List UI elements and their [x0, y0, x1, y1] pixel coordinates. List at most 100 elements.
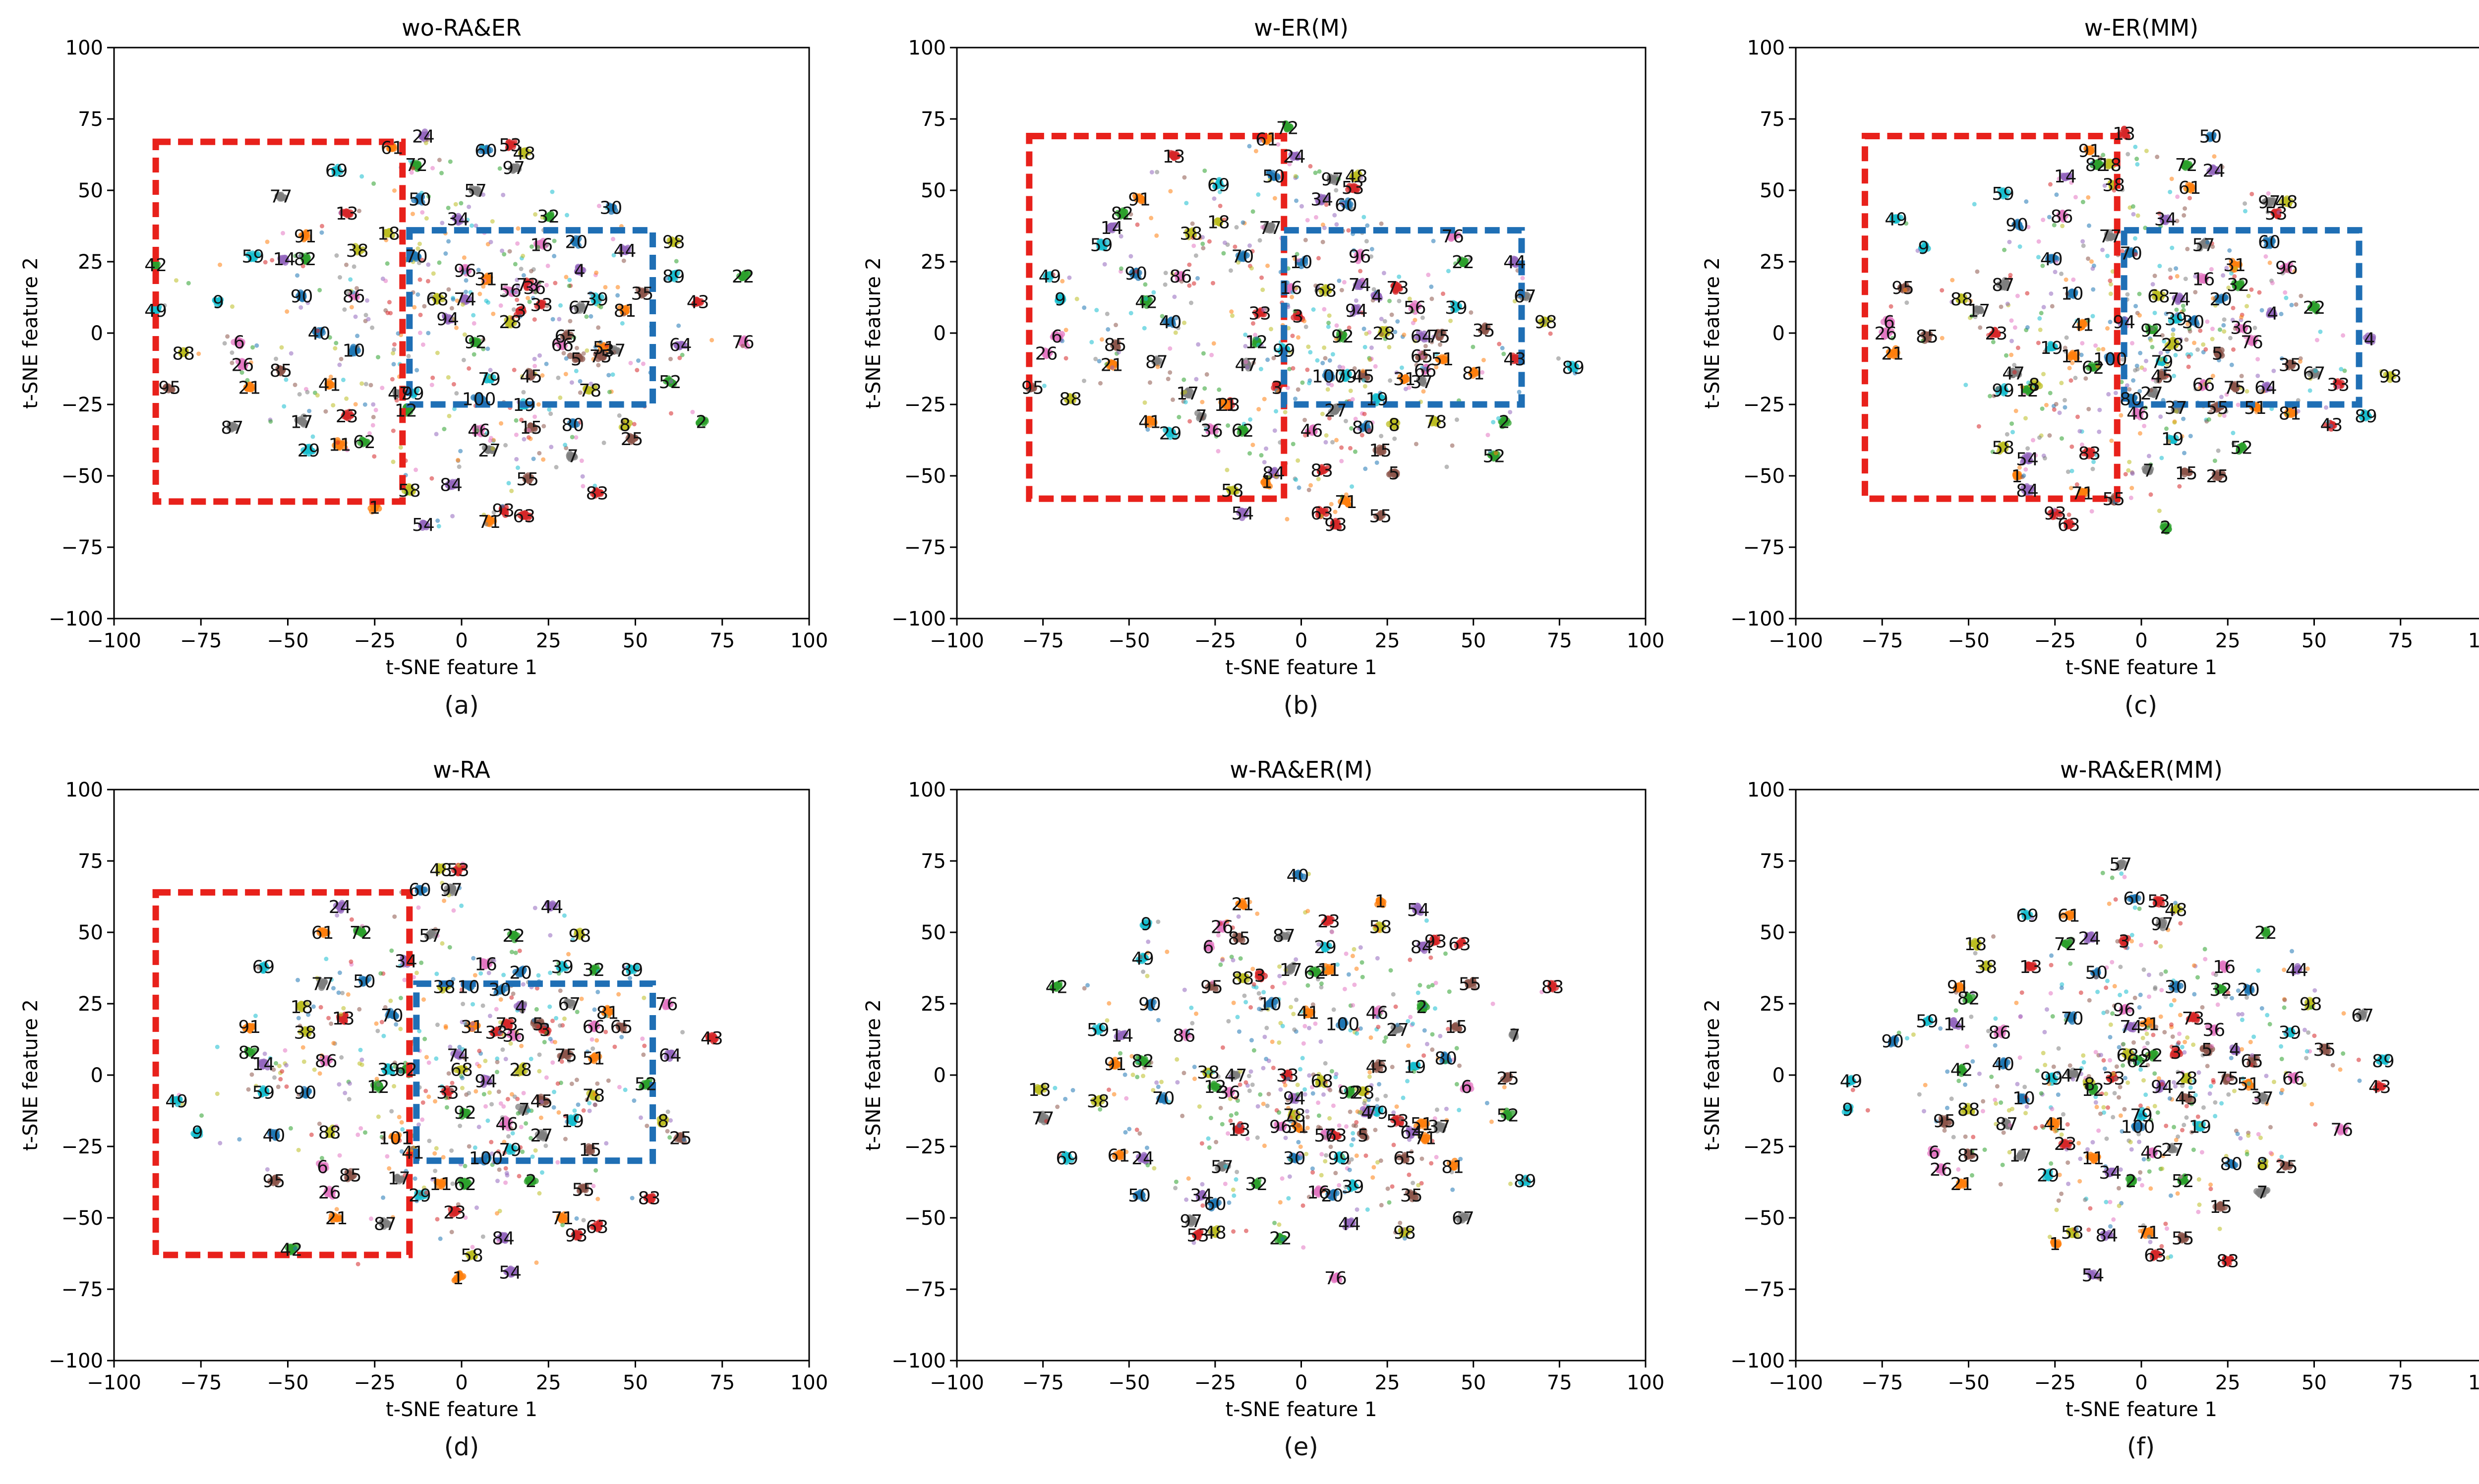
scatter-point	[1149, 170, 1154, 174]
scatter-point	[460, 302, 465, 307]
scatter-point	[1221, 251, 1226, 256]
scatter-point	[385, 230, 392, 237]
cluster-label: 16	[530, 235, 553, 255]
scatter-point	[1170, 151, 1177, 158]
scatter-point	[621, 312, 626, 317]
scatter-point	[546, 212, 553, 219]
scatter-point	[565, 213, 570, 218]
scatter-point	[676, 323, 681, 328]
scatter-point	[506, 481, 511, 486]
scatter-point	[1454, 304, 1461, 311]
scatter-point	[507, 249, 512, 254]
scatter-point	[525, 475, 531, 482]
cluster-label: 32	[537, 207, 560, 227]
cluster-label: 8	[619, 415, 631, 435]
scatter-point	[533, 289, 538, 294]
scatter-points	[1879, 125, 2397, 535]
scatter-point	[481, 425, 486, 430]
scatter-point	[1285, 516, 1290, 521]
scatter-point	[1262, 397, 1267, 401]
scatter-point	[1395, 319, 1400, 324]
scatter-point	[515, 241, 520, 246]
scatter-point	[341, 377, 346, 382]
scatter-point	[1059, 331, 1065, 338]
scatter-point	[355, 344, 360, 349]
cluster-label: 54	[412, 515, 435, 535]
scatter-point	[300, 256, 307, 263]
scatter-point	[623, 247, 630, 254]
scatter-point	[510, 163, 517, 170]
cluster-label: 9	[1055, 289, 1066, 310]
cluster-label: 2	[696, 412, 707, 433]
cluster-label: 89	[1562, 358, 1585, 378]
cluster-label: 21	[238, 378, 261, 398]
x-tick-label: 0	[455, 629, 468, 652]
scatter-point	[515, 308, 522, 315]
scatter-point	[359, 439, 366, 446]
scatter-point	[1264, 446, 1269, 451]
scatter-point	[1163, 271, 1168, 276]
cluster-label: 75	[589, 346, 612, 367]
scatter-point	[1350, 484, 1355, 489]
scatter-point	[481, 284, 486, 289]
scatter-point	[277, 255, 284, 262]
scatter-point	[603, 285, 608, 289]
scatter-point	[511, 138, 518, 145]
scatter-point	[443, 251, 448, 256]
scatter-point	[557, 317, 562, 322]
scatter-point	[1256, 192, 1261, 197]
scatter-point	[1266, 222, 1273, 229]
scatter-point	[1512, 261, 1519, 268]
scatter-point	[1294, 198, 1299, 203]
scatter-point	[1357, 282, 1363, 288]
scatter-point	[392, 188, 397, 193]
scatter-point	[1450, 300, 1457, 307]
scatter-point	[429, 476, 434, 481]
scatter-point	[440, 221, 445, 226]
cluster-label: 65	[554, 327, 577, 347]
scatter-point	[370, 325, 375, 330]
scatter-point	[417, 331, 422, 336]
scatter-point	[596, 325, 601, 330]
scatter-point	[1379, 221, 1384, 226]
scatter-point	[254, 343, 259, 348]
scatter-point	[680, 352, 685, 357]
scatter-point	[561, 351, 566, 356]
scatter-point	[426, 194, 431, 199]
scatter-point	[1296, 335, 1300, 340]
scatter-point	[452, 317, 457, 322]
scatter-point	[415, 246, 420, 251]
scatter-point	[1414, 442, 1418, 447]
scatter-point	[512, 367, 517, 372]
scatter-point	[253, 252, 260, 259]
y-tick-label: 25	[78, 251, 103, 274]
scatter-point	[431, 271, 436, 276]
cluster-label: 96	[454, 261, 476, 281]
scatter-point	[514, 290, 519, 295]
scatter-point	[390, 377, 395, 382]
scatter-point	[306, 444, 313, 451]
scatter-point	[1250, 209, 1255, 214]
scatter-point	[448, 482, 455, 489]
scatter-point	[518, 314, 523, 319]
scatter-point	[1214, 217, 1221, 224]
x-axis-label: t-SNE feature 1	[386, 656, 537, 679]
scatter-point	[1546, 317, 1553, 324]
cluster-label: 36	[1200, 421, 1223, 441]
cluster-label: 27	[1324, 401, 1347, 421]
scatter-point	[281, 230, 286, 235]
scatter-point	[1334, 438, 1339, 443]
scatter-point	[1471, 344, 1476, 349]
scatter-point	[597, 297, 602, 302]
scatter-point	[509, 488, 514, 493]
scatter-point	[1082, 305, 1087, 310]
cluster-label: 88	[1059, 389, 1082, 409]
cluster-label: 30	[600, 198, 623, 219]
scatter-point	[457, 464, 462, 469]
cluster-label: 59	[241, 246, 264, 267]
scatter-point	[429, 293, 434, 298]
scatter-point	[434, 432, 439, 437]
cluster-label: 60	[1335, 195, 1358, 216]
scatter-point	[529, 244, 534, 249]
